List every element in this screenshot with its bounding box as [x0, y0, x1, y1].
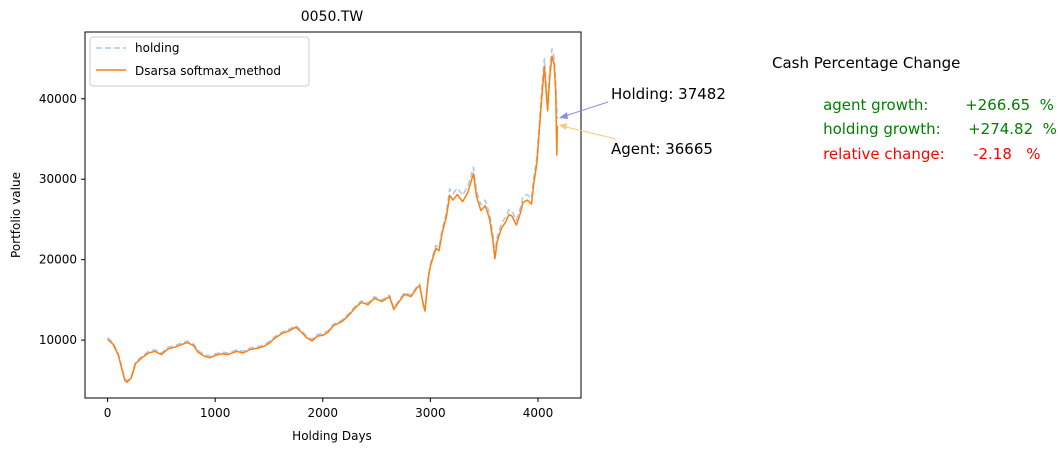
x-axis-label: Holding Days [292, 429, 372, 443]
legend-label-holding: holding [135, 41, 179, 55]
holding-annotation: Holding: 37482 [611, 85, 726, 103]
series-layer [107, 48, 559, 384]
chart-title: 0050.TW [301, 9, 364, 25]
series-line-holding [107, 48, 559, 382]
agent-growth-label: agent growth: [823, 96, 929, 114]
agent-arrow [561, 125, 617, 140]
y-tick-label: 10000 [39, 333, 77, 347]
y-tick-label: 40000 [39, 92, 77, 106]
legend: holding Dsarsa softmax_method [89, 36, 310, 87]
holding-growth-line: holding growth: +274.82 % [804, 102, 1057, 156]
holding-arrow-head [559, 112, 568, 119]
relative-change-value: -2.18 % [973, 145, 1041, 163]
agent-growth-line: agent growth: +266.65 % [804, 78, 1054, 132]
holding-growth-value: +274.82 % [968, 120, 1057, 138]
x-tick-label: 1000 [200, 406, 231, 420]
plot-frame [84, 31, 582, 399]
series-line-agent [107, 55, 559, 384]
relative-change-label: relative change: [823, 145, 945, 163]
legend-frame [89, 36, 310, 87]
legend-label-agent: Dsarsa softmax_method [135, 64, 281, 78]
y-axis-label: Portfolio value [9, 172, 23, 258]
cash-panel-title: Cash Percentage Change [772, 54, 961, 72]
y-tick-label: 30000 [39, 172, 77, 186]
chart: 0050.TW 0 1000 2000 3000 4000 10000 20000 30000… [9, 9, 726, 443]
holding-growth-label: holding growth: [823, 120, 941, 138]
x-tick-label: 3000 [415, 406, 446, 420]
x-tick-label: 2000 [308, 406, 339, 420]
annotations: Holding: 37482 Agent: 36665 [559, 85, 726, 158]
agent-growth-value: +266.65 % [965, 96, 1054, 114]
x-tick-label: 0 [104, 406, 112, 420]
holding-arrow [561, 101, 609, 118]
agent-annotation: Agent: 36665 [611, 140, 713, 158]
axis-layer: 0 1000 2000 3000 4000 10000 20000 30000 40000 [39, 92, 553, 420]
agent-arrow-head [559, 123, 567, 130]
relative-change-line: relative change: -2.18 % [804, 127, 1040, 181]
y-tick-label: 20000 [39, 253, 77, 267]
x-tick-label: 4000 [523, 406, 554, 420]
